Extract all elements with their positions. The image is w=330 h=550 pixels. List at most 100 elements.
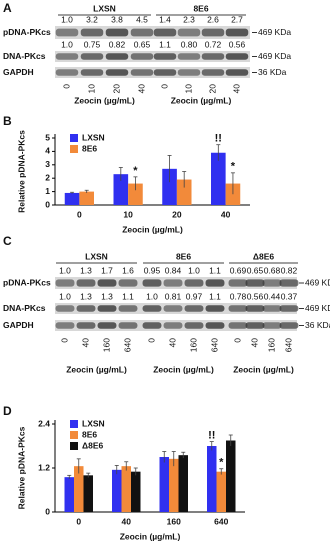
legend-swatch bbox=[70, 442, 78, 450]
quant-label: 0.75 bbox=[84, 39, 101, 49]
blot-band bbox=[105, 69, 129, 76]
y-tick-label: 1.2 bbox=[38, 462, 50, 472]
group-label: Δ8E6 bbox=[253, 251, 275, 261]
y-tick-label: 0 bbox=[45, 199, 50, 209]
blot-band bbox=[105, 28, 129, 37]
row-label: pDNA-PKcs bbox=[3, 277, 51, 287]
quant-label: 2.6 bbox=[207, 14, 219, 24]
bar bbox=[121, 466, 131, 512]
lane-label: 640 bbox=[209, 338, 219, 352]
blot-band bbox=[55, 305, 75, 312]
panel-label: B bbox=[3, 114, 12, 128]
blot-band bbox=[245, 279, 265, 287]
blot-band bbox=[153, 69, 177, 76]
lane-label: 640 bbox=[283, 338, 293, 352]
legend-label: Δ8E6 bbox=[82, 440, 104, 450]
quant-label: 0.56 bbox=[247, 291, 264, 301]
quant-label: 1.3 bbox=[101, 291, 113, 301]
quant-label: 0.82 bbox=[109, 39, 126, 49]
quant-label: 2.7 bbox=[231, 14, 243, 24]
group-label: 8E6 bbox=[193, 3, 208, 13]
lane-label: 160 bbox=[188, 338, 198, 352]
blot-band bbox=[130, 28, 154, 37]
quant-label: 1.0 bbox=[188, 265, 200, 275]
bar bbox=[207, 446, 217, 512]
legend-label: LXSN bbox=[82, 418, 105, 428]
blot-band bbox=[80, 28, 104, 37]
blot-band bbox=[153, 28, 177, 37]
size-label: 469 KDa bbox=[305, 303, 330, 313]
quant-label: 0.65 bbox=[134, 39, 151, 49]
blot-band bbox=[76, 322, 96, 329]
blot-band bbox=[163, 322, 183, 329]
quant-label: 1.6 bbox=[122, 265, 134, 275]
quant-label: 0.37 bbox=[281, 291, 298, 301]
blot-band bbox=[153, 53, 177, 60]
annotation: * bbox=[133, 165, 138, 177]
quant-label: 1.1 bbox=[122, 291, 134, 301]
blot-band bbox=[201, 69, 225, 76]
quant-label: 1.0 bbox=[61, 39, 73, 49]
blot-band bbox=[55, 53, 79, 60]
x-tick-label: 0 bbox=[77, 209, 82, 219]
quant-label: 1.0 bbox=[59, 265, 71, 275]
quant-label: 1.4 bbox=[159, 14, 171, 24]
quant-label: 1.1 bbox=[209, 291, 221, 301]
lane-label: 40 bbox=[80, 338, 90, 348]
blot-band bbox=[177, 69, 201, 76]
quant-label: 1.1 bbox=[159, 39, 171, 49]
x-tick-label: 20 bbox=[172, 209, 182, 219]
panel-label: A bbox=[3, 1, 12, 15]
y-axis-label: Relative pDNA-PKcs bbox=[16, 130, 26, 213]
blot-band bbox=[279, 322, 299, 329]
size-label: 36 KDa bbox=[305, 320, 330, 330]
blot-band bbox=[142, 279, 162, 287]
blot-band bbox=[163, 305, 183, 312]
blot-band bbox=[245, 322, 265, 329]
blot-band bbox=[76, 305, 96, 312]
y-tick-label: 1 bbox=[45, 186, 50, 196]
annotation: * bbox=[231, 161, 236, 173]
lane-label: 40 bbox=[231, 84, 241, 94]
x-axis-label: Zeocin (µg/mL) bbox=[233, 364, 294, 374]
quant-label: 1.0 bbox=[61, 14, 73, 24]
bar bbox=[64, 192, 80, 205]
y-tick-label: 0 bbox=[45, 506, 50, 516]
blot-band bbox=[279, 305, 299, 312]
y-tick-label: 2 bbox=[45, 172, 50, 182]
quant-label: 1.3 bbox=[80, 265, 92, 275]
panel-label: D bbox=[3, 404, 12, 418]
bar bbox=[79, 191, 94, 205]
blot-band bbox=[228, 305, 248, 312]
x-axis-label: Zeocin (µg/mL) bbox=[66, 364, 127, 374]
x-tick-label: 0 bbox=[76, 516, 81, 526]
quant-label: 0.97 bbox=[186, 291, 203, 301]
lane-label: 0 bbox=[59, 338, 69, 343]
group-label: LXSN bbox=[93, 3, 116, 13]
size-label: 469 KDa bbox=[258, 51, 291, 61]
bar bbox=[83, 475, 93, 512]
row-label: pDNA-PKcs bbox=[3, 27, 51, 37]
bar bbox=[112, 469, 122, 512]
blot-band bbox=[228, 322, 248, 329]
quant-label: 0.80 bbox=[181, 39, 198, 49]
blot-band bbox=[55, 28, 79, 37]
y-tick-label: 4 bbox=[45, 146, 50, 156]
blot-band bbox=[177, 28, 201, 37]
size-label: 469 KDa bbox=[305, 277, 330, 287]
x-tick-label: 40 bbox=[122, 516, 132, 526]
bar bbox=[131, 471, 141, 512]
bar bbox=[226, 440, 236, 512]
blot-band bbox=[205, 322, 225, 329]
legend-swatch bbox=[70, 431, 78, 439]
x-axis-label: Zeocin (µg/mL) bbox=[171, 95, 232, 105]
annotation: * bbox=[219, 457, 224, 469]
blot-band bbox=[80, 53, 104, 60]
x-axis-label: Zeocin (µg/mL) bbox=[74, 95, 135, 105]
lane-label: 10 bbox=[86, 84, 96, 94]
blot-band bbox=[228, 279, 248, 287]
blot-band bbox=[142, 322, 162, 329]
blot-band bbox=[118, 305, 138, 312]
blot-band bbox=[130, 53, 154, 60]
quant-label: 1.0 bbox=[59, 291, 71, 301]
